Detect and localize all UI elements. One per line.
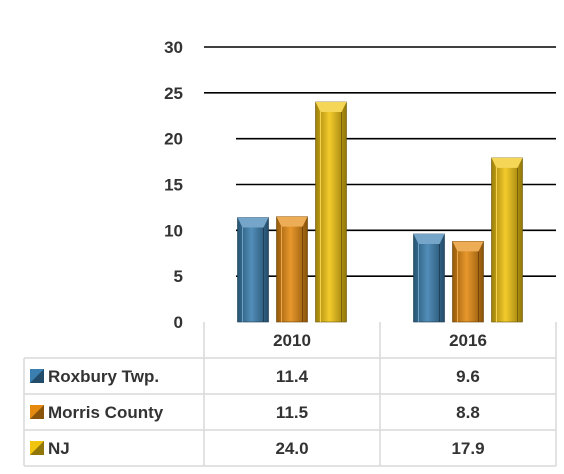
y-tick-label: 15	[164, 176, 183, 195]
bar	[452, 241, 484, 323]
legend-label: NJ	[48, 439, 70, 458]
y-tick-label: 30	[164, 38, 183, 57]
table-header-2010: 2010	[273, 331, 311, 350]
legend-label: Morris County	[48, 403, 164, 422]
bar	[237, 217, 269, 323]
legend-key	[30, 405, 44, 419]
table-value: 17.9	[451, 439, 484, 458]
table-header-2016: 2016	[449, 331, 487, 350]
legend-label: Roxbury Twp.	[48, 367, 159, 386]
legend-key	[30, 441, 44, 455]
y-tick-label: 5	[174, 267, 183, 286]
y-tick-label: 20	[164, 130, 183, 149]
legend-key	[30, 369, 44, 383]
data-table: 2010 2016 Roxbury Twp. 11.4 9.6 Morris County…	[23, 322, 557, 467]
y-tick-label: 10	[164, 221, 183, 240]
y-tick-label: 25	[164, 84, 183, 103]
y-axis-ticks: 0 5 10 15 20 25 30	[164, 38, 183, 332]
table-value: 8.8	[456, 403, 480, 422]
bar	[276, 216, 308, 323]
bar	[413, 233, 445, 323]
y-tick-label: 0	[174, 313, 183, 332]
bar	[491, 157, 523, 323]
bars	[237, 101, 523, 323]
table-value: 24.0	[275, 439, 308, 458]
table-value: 11.4	[276, 367, 309, 386]
table-value: 11.5	[276, 403, 308, 422]
bar	[315, 101, 347, 323]
table-value: 9.6	[456, 367, 480, 386]
